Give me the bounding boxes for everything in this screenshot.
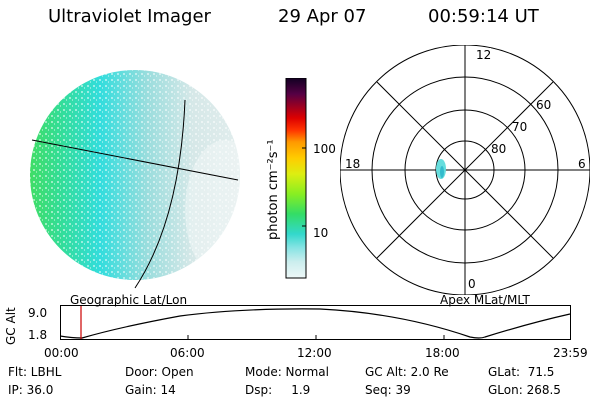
ytick-1-8: 1.8 xyxy=(28,328,48,342)
colorbar-tick-10: 10 xyxy=(313,226,329,240)
info-gcalt: GC Alt: 2.0 Re xyxy=(365,365,449,379)
info-dsp: Dsp: 1.9 xyxy=(245,383,311,397)
earth-disk xyxy=(30,70,240,280)
lat-label-80: 80 xyxy=(491,142,507,156)
info-glon: GLon: 268.5 xyxy=(488,383,561,397)
info-flt: Flt: LBHL xyxy=(8,365,62,379)
info-gain: Gain: 14 xyxy=(125,383,176,397)
info-mode: Mode: Normal xyxy=(245,365,329,379)
mlt-label-18: 18 xyxy=(345,157,361,171)
info-glat: GLat: 71.5 xyxy=(488,365,555,379)
gc-alt-ylabel: GC Alt xyxy=(4,307,18,345)
mlt-label-12: 12 xyxy=(476,48,492,62)
altitude-plot xyxy=(60,305,571,340)
xtick-0000: 00:00 xyxy=(44,346,79,360)
xtick-1200: 12:00 xyxy=(297,346,332,360)
lat-label-60: 60 xyxy=(536,98,552,112)
mlt-label-6: 6 xyxy=(578,157,586,171)
info-seq: Seq: 39 xyxy=(365,383,411,397)
xtick-0600: 06:00 xyxy=(170,346,205,360)
lat-label-70: 70 xyxy=(512,120,528,134)
polar-plot xyxy=(340,45,590,295)
colorbar xyxy=(285,78,307,279)
terminator-line xyxy=(134,99,186,289)
mlt-label-0: 0 xyxy=(468,277,476,291)
date-label: 29 Apr 07 xyxy=(278,6,367,27)
ytick-9: 9.0 xyxy=(28,306,48,320)
latlon-line xyxy=(31,139,239,181)
earth-image xyxy=(30,70,240,289)
info-door: Door: Open xyxy=(125,365,194,379)
apex-label: Apex MLat/MLT xyxy=(440,293,530,307)
geographic-label: Geographic Lat/Lon xyxy=(70,293,188,307)
xtick-1800: 18:00 xyxy=(425,346,460,360)
app-title: Ultraviolet Imager xyxy=(48,6,211,27)
colorbar-unit-label: photon cm⁻²s⁻¹ xyxy=(266,139,281,240)
xtick-2359: 23:59 xyxy=(553,346,588,360)
time-label: 00:59:14 UT xyxy=(428,6,539,27)
info-ip: IP: 36.0 xyxy=(8,383,54,397)
colorbar-tick-100: 100 xyxy=(313,142,336,156)
altitude-curve xyxy=(60,308,571,339)
